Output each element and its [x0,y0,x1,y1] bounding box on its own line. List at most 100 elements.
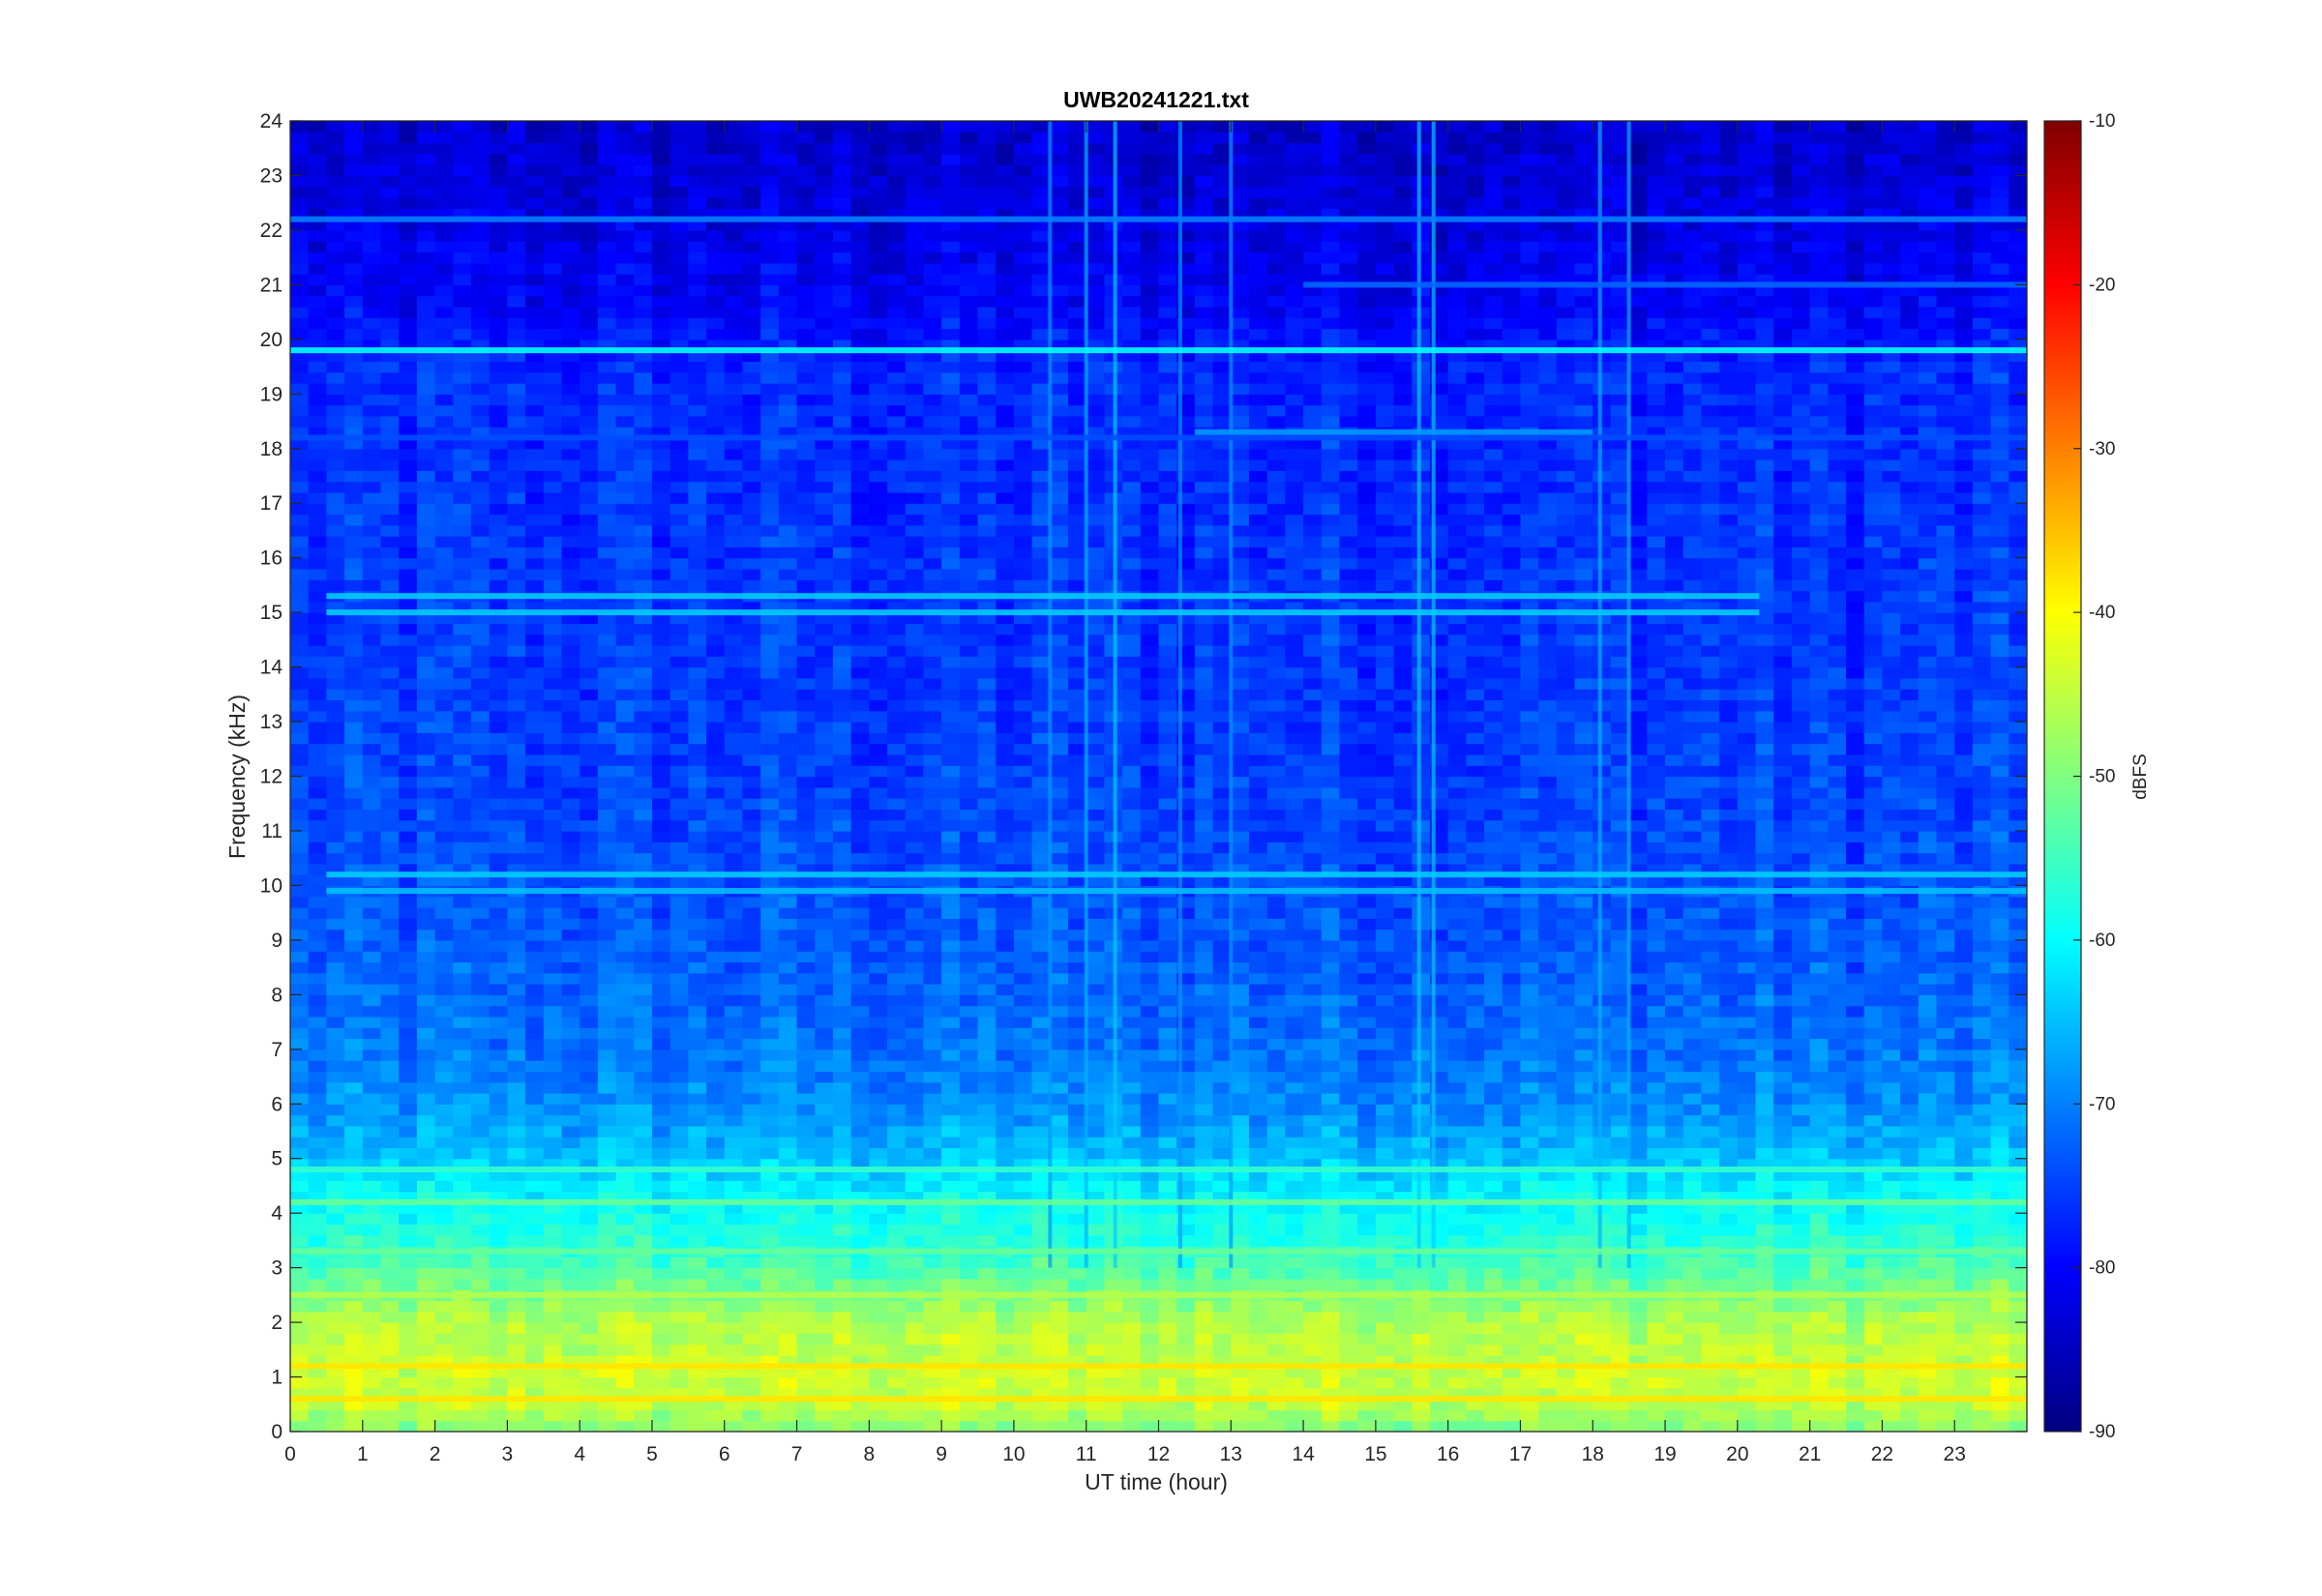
spectrogram-cell [815,1366,834,1378]
spectrogram-cell [887,1224,907,1236]
spectrogram-cell [1086,1169,1106,1181]
spectrogram-cell [1701,1256,1720,1269]
spectrogram-cell [1990,863,2009,875]
spectrogram-cell [1628,1137,1648,1149]
spectrogram-cell [1918,1234,1938,1247]
spectrogram-cell [651,1333,671,1345]
spectrogram-cell [453,961,472,974]
spectrogram-cell [1158,1201,1177,1214]
spectrogram-cell [525,1125,545,1138]
spectrogram-cell [1339,1224,1358,1236]
spectrogram-cell [308,951,327,963]
spectrogram-cell [651,1027,671,1040]
spectrogram-cell [1574,918,1593,931]
spectrogram-cell [1809,1213,1829,1226]
spectrogram-cell [1863,1180,1884,1193]
spectrogram-cell [1194,1344,1214,1356]
spectrogram-cell [1050,1376,1069,1389]
spectrogram-cell [1682,1180,1703,1193]
spectrogram-cell [1266,1354,1286,1367]
spectrogram-cell [959,1158,979,1170]
spectrogram-cell [1231,1005,1250,1018]
spectrogram-cell [850,929,870,941]
spectrogram-cell [869,1344,888,1356]
spectrogram-cell [543,1322,563,1334]
spectrogram-cell [1936,1092,1955,1105]
spectrogram-cell [399,1104,418,1116]
spectrogram-cell [1375,1114,1395,1127]
spectrogram-cell [1737,1060,1757,1072]
spectrogram-cell [1556,994,1576,1007]
spectrogram-cell [1339,1137,1358,1149]
spectrogram-cell [670,1344,689,1356]
spectrogram-cell [1665,1125,1684,1138]
spectrogram-cell [470,1322,491,1334]
spectrogram-cell [1701,1027,1720,1040]
spectrogram-cell [996,1038,1015,1050]
spectrogram-cell [959,1147,979,1160]
spectrogram-cell [470,984,491,995]
spectrogram-cell [1936,1344,1955,1356]
spectrogram-cell [959,896,979,908]
spectrogram-cell [1918,1224,1938,1236]
spectrogram-cell [651,1234,671,1247]
spectrogram-cell [1502,1081,1522,1094]
spectrogram-cell [525,1278,545,1290]
spectrogram-cell [399,1081,418,1094]
spectrogram-cell [1357,1311,1377,1323]
spectrogram-cell [1068,1333,1087,1345]
spectrogram-cell [1936,1049,1955,1061]
spectrogram-cell [1520,1213,1539,1226]
spectrogram-cell [507,1278,526,1290]
spectrogram-cell [850,1191,870,1203]
spectrogram-cell [1158,863,1177,875]
spectrogram-cell [399,1027,418,1040]
spectrogram-cell [1828,896,1847,908]
spectrogram-cell [1593,1125,1612,1138]
spectrogram-cell [308,1409,327,1422]
spectrogram-cell [1031,1399,1051,1411]
spectrogram-cell [434,1354,454,1367]
spectrogram-cell [1773,1125,1793,1138]
spectrogram-cell [1665,918,1684,931]
spectrogram-cell [778,1005,798,1018]
spectrogram-cell [1918,1081,1938,1094]
spectrogram-cell [1068,1191,1087,1203]
spectrogram-cell [1466,961,1485,974]
spectrogram-cell [1212,1278,1232,1290]
spectrogram-cell [1031,1201,1051,1214]
spectrogram-cell [1882,1092,1901,1105]
spectrogram-cell [977,1092,997,1105]
spectrogram-cell [1086,994,1106,1007]
spectrogram-cell [1520,1409,1539,1422]
spectrogram-cell [525,1387,545,1400]
spectrogram-cell [1194,1092,1214,1105]
spectrogram-cell [815,1104,834,1116]
spectrogram-cell [1936,1201,1955,1214]
spectrogram-cell [615,1278,635,1290]
spectrogram-cell [1266,1234,1286,1247]
spectrogram-cell [326,863,345,875]
spectrogram-cell [1647,1005,1666,1018]
spectrogram-cell [1719,1201,1739,1214]
spectrogram-cell [1266,1180,1286,1193]
spectrogram-cell [1158,1213,1177,1226]
spectrogram-cell [362,1104,382,1116]
spectrogram-cell [1737,1322,1757,1334]
spectrogram-cell [416,1387,436,1400]
spectrogram-cell [470,994,491,1007]
spectrogram-cell [724,896,744,908]
spectrogram-cell [887,1114,907,1127]
spectrogram-cell [308,1137,327,1149]
spectrogram-cell [344,1114,364,1127]
spectrogram-cell [1086,1224,1106,1236]
spectrogram-cell [1809,1038,1829,1050]
spectrogram-cell [615,972,635,985]
spectrogram-cell [1484,1060,1503,1072]
spectrogram-cell [344,1180,364,1193]
spectrogram-cell [1466,1234,1485,1247]
spectrogram-cell [815,863,834,875]
spectrogram-cell [1122,1092,1142,1105]
spectrogram-cell [1321,951,1341,963]
spectrogram-cell [796,1104,816,1116]
